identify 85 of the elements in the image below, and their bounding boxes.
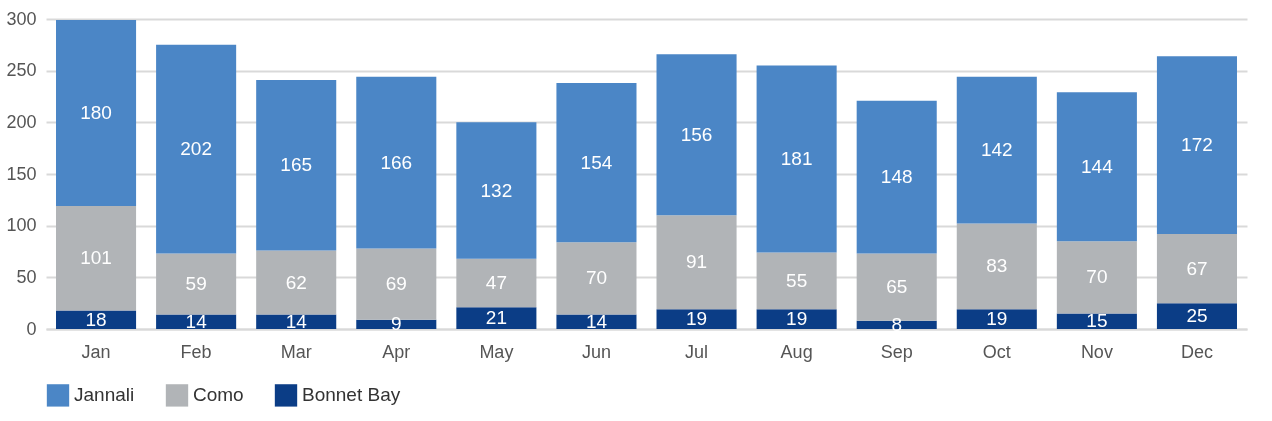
x-tick-label: Oct (982, 341, 1011, 362)
data-label: 142 (980, 139, 1013, 161)
bar (656, 215, 737, 310)
data-label: 14 (585, 310, 608, 332)
x-tick-label: Mar (280, 341, 312, 362)
legend-label: Bonnet Bay (302, 384, 401, 406)
bar (956, 223, 1037, 310)
data-label: 144 (1081, 155, 1114, 177)
y-tick-label: 300 (6, 8, 37, 29)
y-tick-label: 50 (16, 266, 37, 287)
data-label: 70 (1086, 266, 1108, 288)
data-label: 25 (1186, 305, 1208, 327)
data-label: 101 (80, 247, 112, 269)
bar (1056, 241, 1137, 314)
y-tick-label: 200 (6, 111, 37, 132)
bar (1056, 92, 1137, 242)
legend-label: Como (193, 384, 244, 406)
x-tick-label: Jul (685, 341, 709, 362)
data-label: 172 (1181, 134, 1213, 156)
data-label: 181 (780, 148, 813, 170)
data-label: 59 (185, 273, 207, 295)
bar (556, 83, 637, 243)
x-tick-label: Jan (81, 341, 111, 362)
data-label: 70 (585, 267, 608, 289)
bar (56, 20, 137, 207)
data-label: 83 (986, 255, 1008, 277)
bar (756, 252, 837, 310)
data-label: 15 (1086, 310, 1108, 332)
data-label: 19 (786, 308, 808, 330)
data-label: 148 (880, 166, 913, 188)
bar (1156, 233, 1237, 304)
data-label: 14 (185, 310, 208, 332)
bar (1156, 56, 1237, 234)
data-label: 154 (580, 151, 613, 173)
data-label: 14 (285, 310, 308, 332)
data-label: 91 (685, 251, 708, 273)
data-label: 21 (485, 307, 507, 329)
data-label: 69 (385, 273, 407, 295)
bar (856, 100, 937, 254)
y-tick-label: 150 (6, 163, 37, 184)
bar (56, 310, 137, 329)
bar (656, 309, 737, 329)
data-label: 67 (1186, 257, 1208, 279)
bar (956, 76, 1037, 224)
bar (756, 65, 837, 253)
data-label: 19 (685, 308, 708, 330)
x-tick-label: Feb (180, 341, 212, 362)
bar (456, 258, 537, 308)
data-label: 180 (80, 102, 112, 124)
data-label: 18 (85, 308, 107, 330)
data-label: 166 (380, 151, 413, 173)
y-tick-label: 0 (26, 318, 37, 339)
x-tick-label: May (479, 341, 514, 362)
bar (256, 250, 337, 315)
data-label: 132 (480, 179, 513, 201)
bar (456, 307, 537, 329)
x-tick-label: Aug (780, 341, 813, 362)
data-label: 9 (391, 313, 402, 335)
bar (156, 253, 237, 315)
data-label: 65 (886, 276, 908, 298)
bar (556, 242, 637, 315)
data-label: 47 (485, 272, 507, 294)
x-tick-label: Sep (880, 341, 913, 362)
bar (356, 76, 437, 249)
bar (1156, 303, 1237, 329)
data-label: 55 (786, 269, 808, 291)
x-tick-label: Nov (1080, 341, 1113, 362)
data-label: 156 (680, 123, 713, 145)
bar (256, 79, 337, 251)
bar (156, 44, 237, 254)
x-tick-label: Dec (1180, 341, 1213, 362)
bar (656, 54, 737, 216)
x-tick-label: Jun (581, 341, 611, 362)
data-label: 165 (280, 154, 313, 176)
bar (56, 206, 137, 311)
y-tick-label: 100 (6, 215, 37, 236)
bar (956, 309, 1037, 329)
data-label: 202 (180, 138, 212, 160)
bar (456, 122, 537, 259)
x-tick-label: Apr (382, 341, 411, 362)
bar (756, 309, 837, 329)
data-label: 62 (285, 271, 307, 293)
legend-label: Jannali (74, 384, 135, 406)
data-label: 19 (986, 308, 1008, 330)
y-tick-label: 250 (6, 60, 37, 81)
